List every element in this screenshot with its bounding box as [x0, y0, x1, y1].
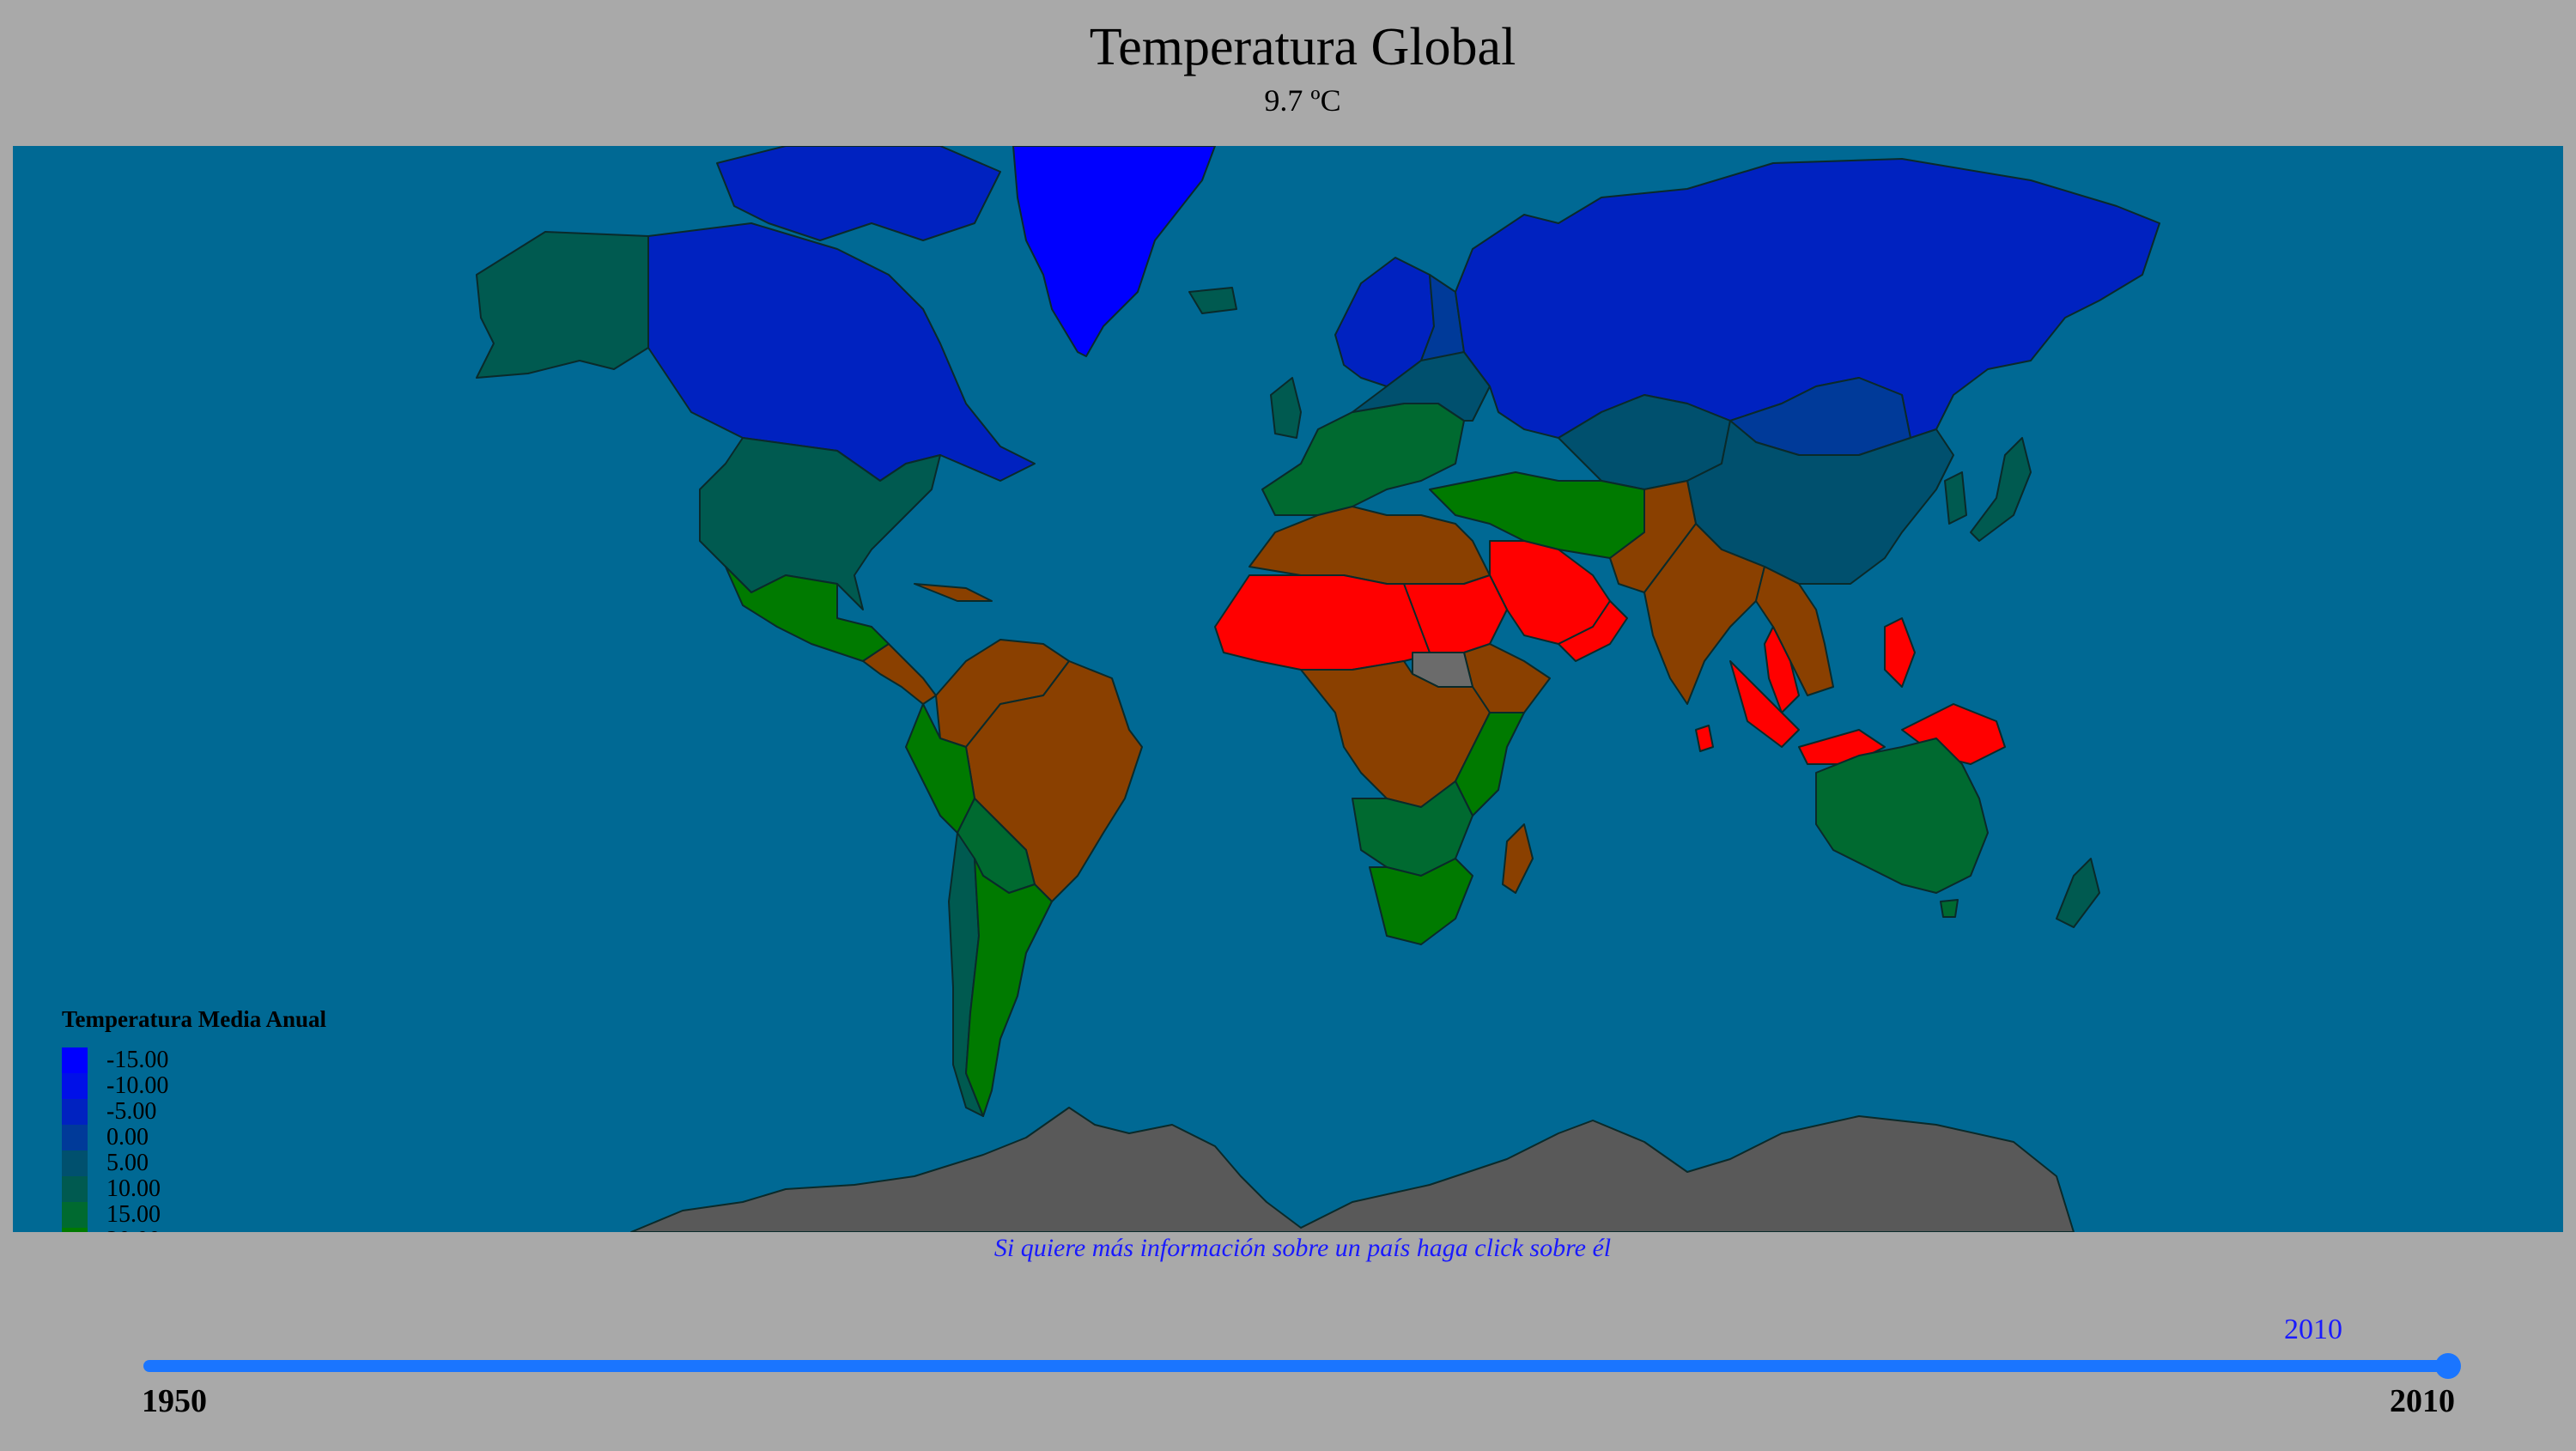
year-slider-min-label: 1950 — [142, 1383, 207, 1419]
legend-label: 5.00 — [106, 1150, 149, 1176]
country-north-africa[interactable] — [1249, 506, 1491, 585]
page-title: Temperatura Global — [1089, 18, 1516, 76]
country-new-zealand[interactable] — [2056, 858, 2100, 928]
legend-title: Temperatura Media Anual — [62, 1006, 327, 1032]
country-yemen-oman[interactable] — [1558, 600, 1628, 662]
legend-swatch — [62, 1047, 88, 1073]
legend-swatch — [62, 1150, 88, 1176]
country-east-africa[interactable] — [1455, 712, 1525, 817]
country-canada-arctic[interactable] — [716, 146, 1001, 241]
legend-label: -5.00 — [106, 1098, 157, 1125]
legend-label: 0.00 — [106, 1124, 149, 1150]
legend-label: -15.00 — [106, 1047, 169, 1073]
global-temperature-value: 9.7 ºC — [1264, 83, 1341, 118]
legend-label: 15.00 — [106, 1201, 161, 1228]
legend-swatch — [62, 1073, 88, 1099]
year-slider-thumb[interactable] — [2435, 1353, 2461, 1379]
legend: Temperatura Media Anual -15.00 -10.00 -5.0… — [49, 1006, 410, 1232]
country-central-america[interactable] — [862, 643, 937, 705]
country-philippines[interactable] — [1884, 617, 1916, 688]
country-japan[interactable] — [1970, 437, 2032, 542]
country-canada[interactable] — [647, 222, 1036, 482]
legend-label: 10.00 — [106, 1175, 161, 1202]
year-slider-track[interactable] — [143, 1360, 2448, 1372]
legend-swatch — [62, 1228, 88, 1232]
legend-swatch — [62, 1125, 88, 1150]
country-tasmania[interactable] — [1940, 899, 1959, 918]
legend-swatch — [62, 1176, 88, 1202]
legend-label: -10.00 — [106, 1072, 169, 1099]
country-greenland[interactable] — [1012, 146, 1216, 357]
country-iceland[interactable] — [1188, 287, 1237, 314]
world-map: Temperatura Media Anual -15.00 -10.00 -5.0… — [13, 146, 2563, 1232]
legend-swatch — [62, 1202, 88, 1228]
click-hint: Si quiere más información sobre un país … — [993, 1234, 1612, 1262]
country-cuba[interactable] — [914, 583, 993, 602]
country-argentina[interactable] — [965, 858, 1053, 1117]
year-slider-max-label: 2010 — [2390, 1383, 2455, 1419]
country-uk[interactable] — [1270, 377, 1302, 439]
year-slider-value: 2010 — [2284, 1314, 2342, 1345]
country-usa-alaska[interactable] — [476, 231, 649, 379]
country-europe-central[interactable] — [1352, 351, 1491, 422]
legend-label: 20.00 — [106, 1228, 161, 1233]
country-australia[interactable] — [1815, 738, 1989, 894]
country-antarctica — [630, 1107, 2075, 1232]
country-korea[interactable] — [1944, 471, 1967, 525]
country-indochina[interactable] — [1755, 566, 1834, 696]
country-south-africa[interactable] — [1369, 858, 1473, 945]
country-india[interactable] — [1643, 523, 1765, 705]
country-madagascar[interactable] — [1502, 823, 1534, 894]
map-canvas — [476, 146, 2160, 1232]
country-sri-lanka[interactable] — [1695, 725, 1714, 752]
country-angola-zambia[interactable] — [1352, 780, 1473, 877]
country-usa[interactable] — [699, 437, 941, 610]
legend-swatch — [62, 1099, 88, 1125]
